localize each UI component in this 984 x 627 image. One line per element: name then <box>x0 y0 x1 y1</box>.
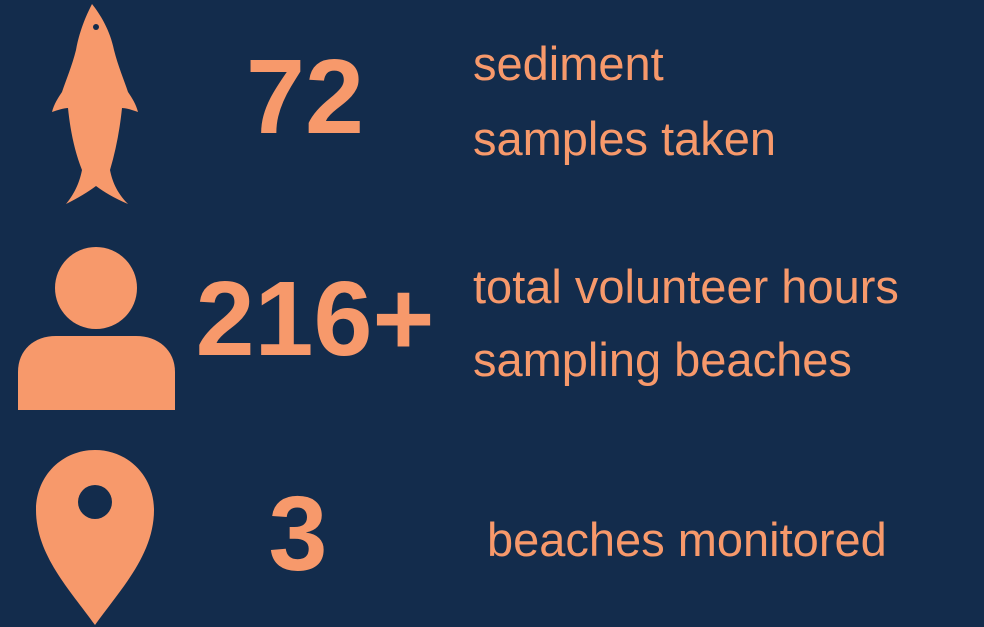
stat-label: sediment <box>473 37 664 90</box>
pin-icon <box>36 450 154 625</box>
stat-label: beaches monitored <box>487 513 887 566</box>
fish-eye <box>93 24 99 30</box>
person-body <box>18 336 175 410</box>
pin-hole <box>78 485 112 519</box>
person-head <box>55 247 137 329</box>
stat-label: samples taken <box>473 112 776 165</box>
stat-value: 3 <box>269 475 328 593</box>
stat-label: sampling beaches <box>473 333 852 386</box>
stat-value: 72 <box>246 38 364 156</box>
stat-value: 216+ <box>196 260 435 378</box>
stat-label: total volunteer hours <box>473 260 899 313</box>
fish-icon <box>52 4 138 204</box>
